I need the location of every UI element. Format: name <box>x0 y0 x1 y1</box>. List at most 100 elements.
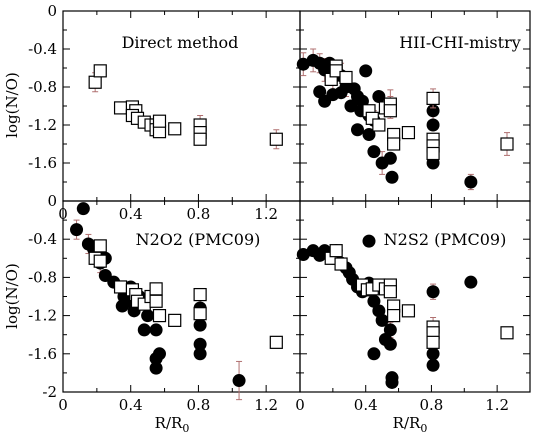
panel-title: N2S2 (PMC09) <box>384 230 507 249</box>
y-axis-label-top: log(N/O) <box>3 72 21 138</box>
x-tick-label: 0 <box>58 396 68 414</box>
x-axis-label-left: R/R0 <box>155 414 190 435</box>
data-point-square <box>193 132 207 146</box>
data-point-circle <box>362 234 376 248</box>
data-point-square <box>383 285 397 299</box>
x-tick-label: 1.2 <box>485 396 509 414</box>
data-point-circle <box>137 323 151 337</box>
data-point-circle <box>426 118 440 132</box>
x-tick-label: 0.8 <box>186 396 210 414</box>
data-point-square <box>93 254 107 268</box>
y-tick-label: -1.6 <box>28 345 57 363</box>
x-axis-label-right-main: R/R <box>393 414 421 432</box>
panel-4: 0 0.4 0.8 1.2 N2S2 (PMC09) <box>295 200 531 414</box>
x-tick-label: 0.4 <box>119 396 143 414</box>
data-point-circle <box>70 223 84 237</box>
data-point-circle <box>426 285 440 299</box>
data-point-square <box>269 132 283 146</box>
data-point-circle <box>76 202 90 216</box>
panel-2: HII-CHI-mistry <box>296 10 531 202</box>
data-point-circle <box>149 323 163 337</box>
x-tick-label: 1.2 <box>254 396 278 414</box>
data-point-circle <box>367 347 381 361</box>
x-axis-label-left-sub: 0 <box>182 422 189 435</box>
data-point-circle <box>344 99 358 113</box>
data-point-square <box>426 91 440 106</box>
data-point-circle <box>464 175 478 189</box>
data-point-square <box>149 282 163 296</box>
panel-1: 0 -0.4 -0.8 -1.2 -1.6 0 0.4 0.8 1.2 Direct method <box>28 2 301 223</box>
data-point-square <box>152 309 167 323</box>
data-point-circle <box>464 275 478 289</box>
data-point-circle <box>367 294 381 308</box>
data-point-circle <box>383 323 397 337</box>
data-point-circle <box>362 128 376 141</box>
data-point-square <box>372 118 386 132</box>
data-point-circle <box>426 104 440 118</box>
data-point-circle <box>385 170 399 184</box>
data-point-circle <box>426 347 440 361</box>
data-point-circle <box>385 375 399 389</box>
data-point-square <box>269 335 283 349</box>
data-point-square <box>387 309 401 323</box>
data-point-circle <box>193 347 207 361</box>
data-point-square <box>168 122 182 136</box>
data-point-circle <box>351 123 364 137</box>
data-point-circle <box>149 361 163 375</box>
data-point-square <box>387 137 401 151</box>
data-point-circle <box>296 247 310 261</box>
data-point-square <box>152 114 167 128</box>
data-point-circle <box>193 337 207 351</box>
data-point-circle <box>359 64 373 78</box>
data-point-circle <box>383 151 397 165</box>
data-point-circle <box>426 358 440 372</box>
y-tick-label: -0.8 <box>28 268 57 286</box>
data-point-circle <box>232 374 246 388</box>
data-point-circle <box>193 318 207 332</box>
x-tick-label: 0 <box>295 396 305 414</box>
data-point-square <box>93 239 107 253</box>
data-point-square <box>500 137 514 151</box>
data-point-square <box>193 307 207 321</box>
data-point-square <box>193 287 207 302</box>
x-tick-label: 0.8 <box>186 205 210 223</box>
x-tick-label: 1.2 <box>254 205 278 223</box>
data-point-square <box>113 280 128 294</box>
panel-title: HII-CHI-mistry <box>399 33 521 52</box>
x-tick-label: 0.8 <box>419 396 443 414</box>
data-point-square <box>339 70 353 85</box>
x-tick-label: 0.4 <box>354 396 378 414</box>
data-point-circle <box>375 313 389 327</box>
data-point-square <box>401 304 416 318</box>
y-tick-label: 0 <box>47 2 57 20</box>
data-point-circle <box>149 352 163 366</box>
data-point-square <box>329 244 343 258</box>
data-point-square <box>401 125 416 140</box>
panel-title: N2O2 (PMC09) <box>136 230 261 249</box>
y-tick-label: -1.2 <box>28 116 57 134</box>
x-axis-label-left-main: R/R <box>155 414 183 432</box>
x-tick-label: 0.4 <box>119 205 143 223</box>
data-point-circle <box>98 268 112 282</box>
data-point-square <box>88 75 102 89</box>
y-tick-label: -0.4 <box>28 230 57 248</box>
data-point-square <box>334 257 348 271</box>
y-tick-label: 0 <box>47 192 57 210</box>
data-point-square <box>113 101 128 115</box>
data-point-square <box>93 64 107 78</box>
y-axis-label-bottom: log(N/O) <box>3 263 21 329</box>
data-point-circle <box>367 145 381 159</box>
data-point-circle <box>383 337 397 351</box>
y-tick-label: -1.6 <box>28 154 57 172</box>
x-axis-label-right-sub: 0 <box>420 422 427 435</box>
data-point-square <box>149 294 163 308</box>
data-point-square <box>426 146 440 161</box>
y-tick-label: -2 <box>42 383 57 401</box>
y-tick-label: -1.2 <box>28 307 57 325</box>
data-point-square <box>383 104 397 118</box>
data-point-square <box>500 326 514 340</box>
x-axis-label-right: R/R0 <box>393 414 428 435</box>
data-point-circle <box>296 57 310 71</box>
